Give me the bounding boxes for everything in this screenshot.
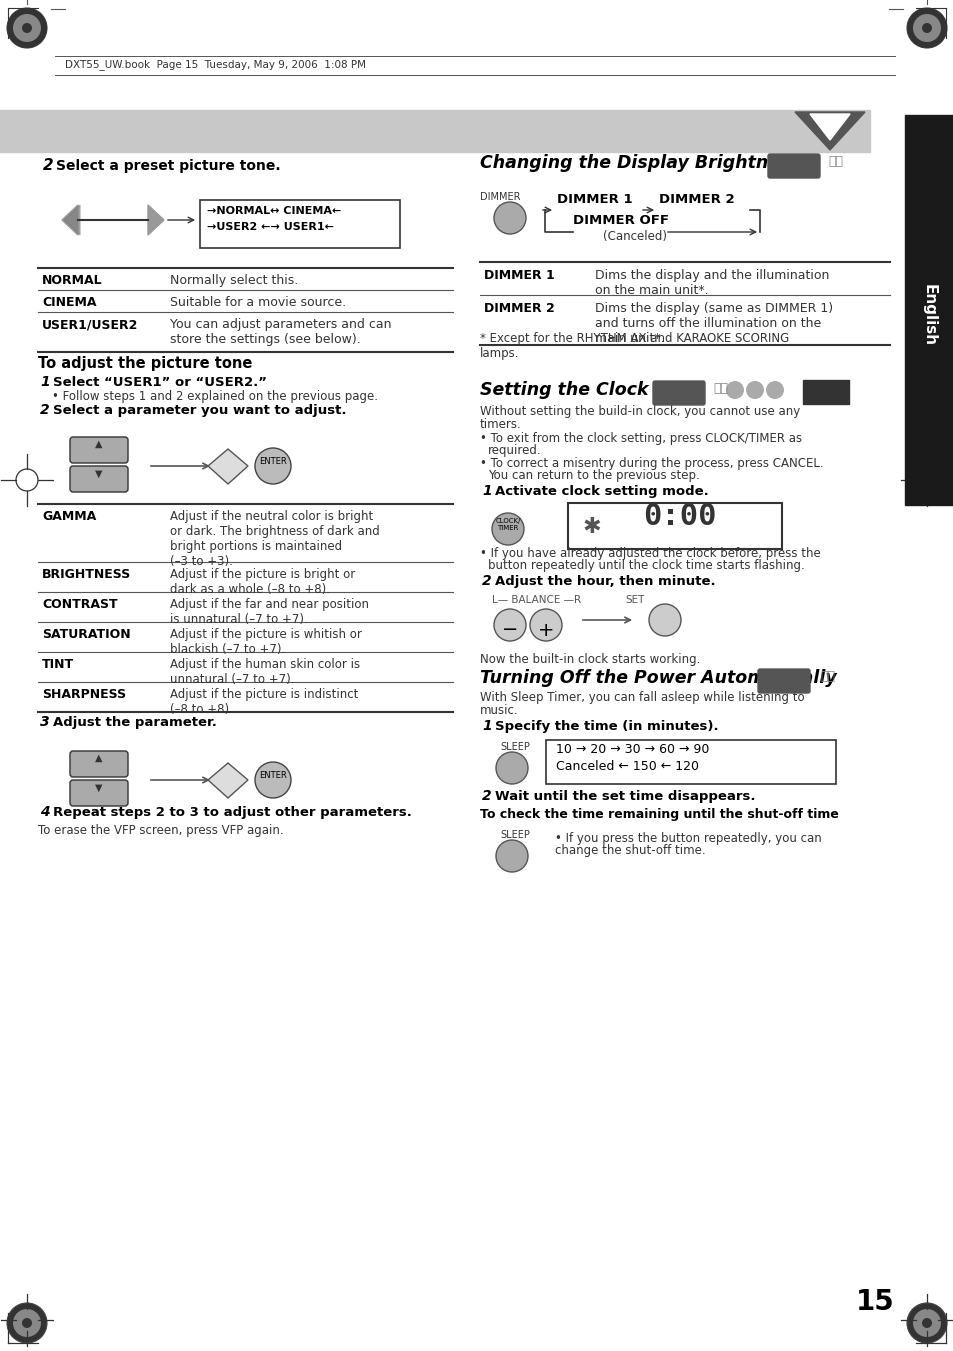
Text: INFO: INFO (809, 394, 841, 407)
Text: CLOCK/
TIMER: CLOCK/ TIMER (495, 519, 520, 531)
Polygon shape (62, 205, 78, 235)
Circle shape (765, 381, 783, 399)
Text: SATURATION: SATURATION (42, 628, 131, 640)
Text: Remote
ONLY: Remote ONLY (665, 393, 692, 407)
Text: SET: SET (624, 594, 643, 605)
Circle shape (494, 203, 525, 234)
Circle shape (254, 449, 291, 484)
Text: Setting the Clock: Setting the Clock (479, 381, 648, 399)
Text: SHARPNESS: SHARPNESS (42, 688, 126, 701)
Circle shape (530, 609, 561, 640)
Text: CINEMA: CINEMA (42, 296, 96, 309)
Text: Dims the display and the illumination
on the main unit*.: Dims the display and the illumination on… (595, 269, 828, 297)
Text: • To exit from the clock setting, press CLOCK/TIMER as: • To exit from the clock setting, press … (479, 432, 801, 444)
Text: Wait until the set time disappears.: Wait until the set time disappears. (495, 790, 755, 802)
Text: English: English (921, 284, 936, 346)
Text: Turning Off the Power Automatically: Turning Off the Power Automatically (479, 669, 836, 688)
Text: ⧖⧖: ⧖⧖ (820, 670, 834, 684)
Text: Repeat steps 2 to 3 to adjust other parameters.: Repeat steps 2 to 3 to adjust other para… (53, 807, 412, 819)
Text: +: + (537, 620, 554, 639)
Text: Select a preset picture tone.: Select a preset picture tone. (56, 159, 280, 173)
Text: • Follow steps 1 and 2 explained on the previous page.: • Follow steps 1 and 2 explained on the … (52, 390, 377, 403)
Text: Adjust if the picture is whitish or
blackish (–7 to +7).: Adjust if the picture is whitish or blac… (170, 628, 361, 657)
Text: ENTER: ENTER (259, 457, 287, 466)
Text: 2: 2 (43, 158, 53, 173)
Text: ▲: ▲ (95, 753, 103, 763)
Circle shape (912, 14, 940, 42)
Text: DIMMER OFF: DIMMER OFF (573, 213, 668, 227)
Circle shape (13, 14, 41, 42)
Text: ▼: ▼ (95, 469, 103, 480)
Text: GAMMA: GAMMA (42, 509, 96, 523)
Text: ⧖⧖: ⧖⧖ (712, 382, 727, 394)
Text: You can adjust parameters and can
store the settings (see below).: You can adjust parameters and can store … (170, 317, 391, 346)
Text: 15: 15 (856, 1288, 894, 1316)
Text: Now the built-in clock starts working.: Now the built-in clock starts working. (479, 653, 700, 666)
Text: L— BALANCE —R: L— BALANCE —R (492, 594, 580, 605)
Text: NORMAL: NORMAL (42, 274, 103, 286)
Circle shape (496, 753, 527, 784)
Text: 1: 1 (40, 376, 50, 389)
FancyBboxPatch shape (567, 503, 781, 549)
Text: −: − (501, 620, 517, 639)
Text: BRIGHTNESS: BRIGHTNESS (42, 567, 132, 581)
Circle shape (7, 8, 47, 49)
Polygon shape (794, 112, 864, 150)
Text: ▼: ▼ (95, 784, 103, 793)
Text: To adjust the picture tone: To adjust the picture tone (38, 357, 253, 372)
Text: Select a parameter you want to adjust.: Select a parameter you want to adjust. (53, 404, 346, 417)
Text: Adjust the parameter.: Adjust the parameter. (53, 716, 216, 730)
Text: Select “USER1” or “USER2.”: Select “USER1” or “USER2.” (53, 376, 267, 389)
Text: Changing the Display Brightness: Changing the Display Brightness (479, 154, 800, 172)
Text: 4: 4 (40, 805, 50, 819)
FancyBboxPatch shape (70, 436, 128, 463)
Text: To erase the VFP screen, press VFP again.: To erase the VFP screen, press VFP again… (38, 824, 283, 838)
Circle shape (22, 1319, 32, 1328)
Text: USER1/USER2: USER1/USER2 (42, 317, 138, 331)
Text: →USER2 ←→ USER1←: →USER2 ←→ USER1← (207, 222, 334, 232)
Text: Activate clock setting mode.: Activate clock setting mode. (495, 485, 708, 499)
Text: Adjust if the far and near position
is unnatural (–7 to +7).: Adjust if the far and near position is u… (170, 598, 369, 626)
Text: Remote
ONLY: Remote ONLY (780, 166, 806, 178)
Text: ⧖⧖: ⧖⧖ (827, 155, 842, 168)
Text: Adjust the hour, then minute.: Adjust the hour, then minute. (495, 576, 715, 588)
FancyBboxPatch shape (70, 466, 128, 492)
Text: →NORMAL↔ CINEMA←: →NORMAL↔ CINEMA← (207, 205, 341, 216)
Text: Without setting the build-in clock, you cannot use any: Without setting the build-in clock, you … (479, 405, 800, 417)
Circle shape (22, 23, 32, 32)
Circle shape (494, 609, 525, 640)
FancyBboxPatch shape (652, 381, 704, 405)
Circle shape (906, 8, 946, 49)
FancyBboxPatch shape (802, 380, 848, 404)
Circle shape (7, 1302, 47, 1343)
Text: DIMMER 2: DIMMER 2 (483, 303, 554, 315)
Text: * Except for the RHYTHM AX and KARAOKE SCORING
lamps.: * Except for the RHYTHM AX and KARAOKE S… (479, 332, 788, 359)
Circle shape (906, 1302, 946, 1343)
Bar (0, 109, 869, 153)
Text: • If you have already adjusted the clock before, press the: • If you have already adjusted the clock… (479, 547, 820, 561)
Text: 2: 2 (40, 403, 50, 417)
Text: Specify the time (in minutes).: Specify the time (in minutes). (495, 720, 718, 734)
Text: ✱: ✱ (582, 517, 600, 536)
Text: Normally select this.: Normally select this. (170, 274, 298, 286)
Circle shape (921, 1319, 931, 1328)
Text: change the shut-off time.: change the shut-off time. (555, 844, 705, 857)
Text: Adjust if the picture is indistinct
(–8 to +8).: Adjust if the picture is indistinct (–8 … (170, 688, 358, 716)
Text: DIMMER 2: DIMMER 2 (659, 193, 734, 205)
Polygon shape (64, 205, 80, 235)
Text: 3: 3 (40, 715, 50, 730)
Text: TINT: TINT (42, 658, 74, 671)
Text: 1: 1 (481, 484, 491, 499)
Text: DXT55_UW.book  Page 15  Tuesday, May 9, 2006  1:08 PM: DXT55_UW.book Page 15 Tuesday, May 9, 20… (65, 59, 366, 70)
Text: Adjust if the human skin color is
unnatural (–7 to +7).: Adjust if the human skin color is unnatu… (170, 658, 359, 686)
Polygon shape (148, 205, 164, 235)
FancyBboxPatch shape (70, 780, 128, 807)
Text: ENTER: ENTER (259, 770, 287, 780)
Bar (200, 200, 399, 249)
Text: (Canceled): (Canceled) (602, 230, 666, 243)
Circle shape (912, 1309, 940, 1337)
Text: ▲: ▲ (95, 439, 103, 449)
Circle shape (496, 840, 527, 871)
Text: Dims the display (same as DIMMER 1)
and turns off the illumination on the
main u: Dims the display (same as DIMMER 1) and … (595, 303, 832, 345)
Text: To check the time remaining until the shut-off time: To check the time remaining until the sh… (479, 808, 838, 821)
